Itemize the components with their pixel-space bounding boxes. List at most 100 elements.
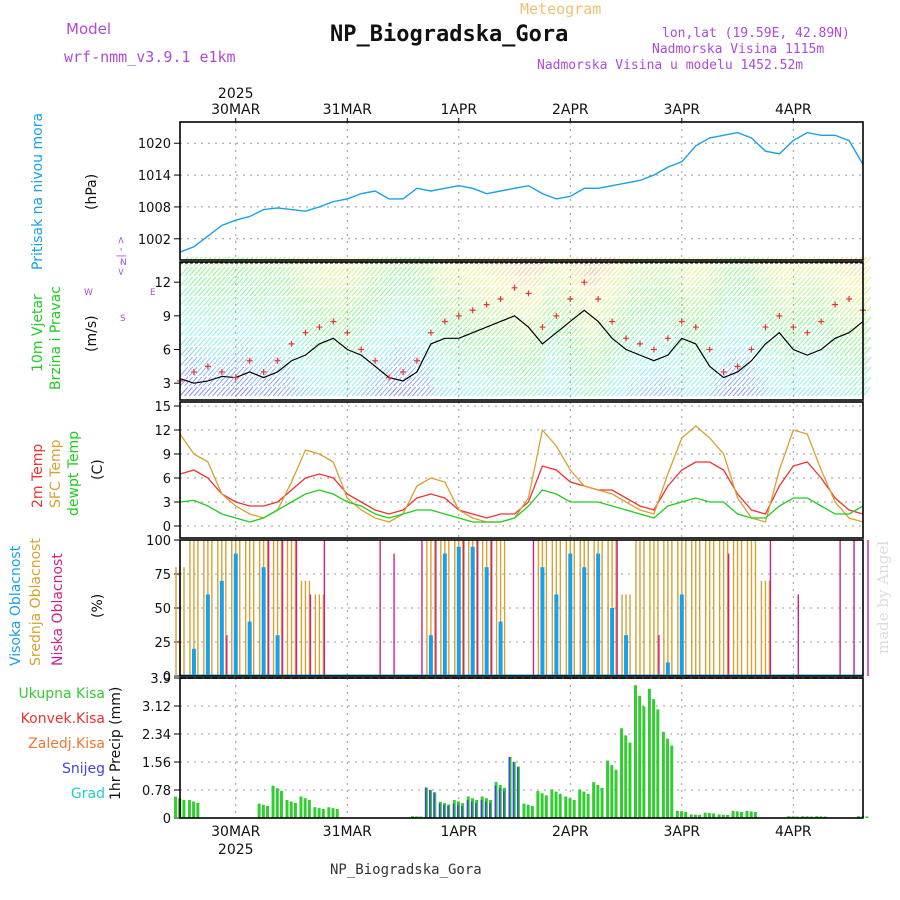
wind-barb [416,266,426,277]
wind-barb [634,306,644,317]
wind-barb [634,266,644,277]
wind-barb [667,266,677,277]
top-day-label: 2APR [552,102,589,118]
wind-barb [574,376,584,387]
total-precip-bar [266,805,270,818]
wind-barb [783,276,793,287]
wind-barb [374,316,384,327]
wind-barb [267,346,277,357]
wind-barb [760,366,770,377]
wind-barb [528,346,537,357]
total-precip-bar [578,789,582,818]
wind-barb [681,376,691,387]
wind-barb [309,286,319,297]
top-year-label: 2025 [218,86,254,102]
wind-barb [388,366,398,377]
wind-barb [718,356,728,367]
top-day-label: 4APR [775,102,812,118]
wind-barb [751,376,760,387]
wind-barb [453,346,463,357]
wind-barb [732,356,742,367]
wind-barb [560,296,570,307]
wind-barb [792,386,802,397]
wind-barb [430,366,440,377]
wind-barb [504,356,514,367]
wind-barb [319,296,328,307]
wind-barb [244,306,254,317]
wind-barb [723,356,732,367]
wind-barb [639,296,649,307]
wind-barb [816,336,825,347]
wind-barb [718,326,728,337]
wind-barb [653,266,663,277]
wind-barb [421,336,430,347]
wind-barb [184,306,194,317]
wind-barb [388,296,398,307]
wind-barb [356,296,365,307]
wind-barb [277,336,286,347]
wind-barb [611,316,621,327]
wind-barb [811,376,821,387]
wind-barb [732,306,742,317]
wind-barb [300,276,310,287]
wind-barb [346,376,356,387]
legend-hail: Grad [70,786,105,802]
wind-barb [621,366,630,377]
wind-barb [862,286,872,297]
wind-barb [360,336,370,347]
wind-barb [374,366,384,377]
wind-barb [792,296,802,307]
wind-rose-n: N [120,258,127,268]
wind-barb [695,376,705,387]
wind-barb [240,306,249,317]
wind-barb [323,386,333,397]
wind-barb [709,296,719,307]
wind-barb [295,336,305,347]
wind-barb [384,326,393,337]
wind-barb [207,366,217,377]
wind-barb [230,336,240,347]
wind-barb [648,376,658,387]
total-precip-bar [530,805,534,818]
wind-barb [472,386,482,397]
wind-barb [667,296,677,307]
wind-barb [193,386,203,397]
wind-barb [727,386,737,397]
wind-barb [202,276,212,287]
wind-barb [532,346,542,357]
wind-barb [379,366,389,377]
wind-barb [579,316,588,327]
wind-barb [625,326,635,337]
wind-barb [495,286,505,297]
wind-barb [421,276,430,287]
total-precip-bar [689,814,693,818]
wind-gust-marker [706,346,713,353]
wind-barb [332,326,342,337]
wind-barb [453,286,463,297]
wind-barb [216,266,226,277]
wind-barb [267,306,277,317]
wind-barb [258,356,268,367]
wind-barb [291,326,300,337]
wind-barb [839,276,849,287]
wind-barb [644,376,653,387]
wind-barb [332,386,342,397]
wind-barb [286,286,296,297]
wind-barb [398,326,407,337]
wind-barb [388,386,398,397]
wind-barb [737,356,746,367]
wind-barb [732,376,742,387]
total-precip-bar [303,798,307,818]
wind-barb [258,296,268,307]
wind-barb [221,276,231,287]
wind-barb [286,276,296,287]
snow-bar [502,790,505,818]
wind-barb [514,366,523,377]
high-cloud-bar [205,594,210,676]
total-precip-bar [717,814,721,818]
wind-barb [695,366,705,377]
total-precip-bar [285,800,289,818]
wind-barb [727,366,737,377]
wind-barb [588,296,598,307]
wind-barb [430,386,440,397]
